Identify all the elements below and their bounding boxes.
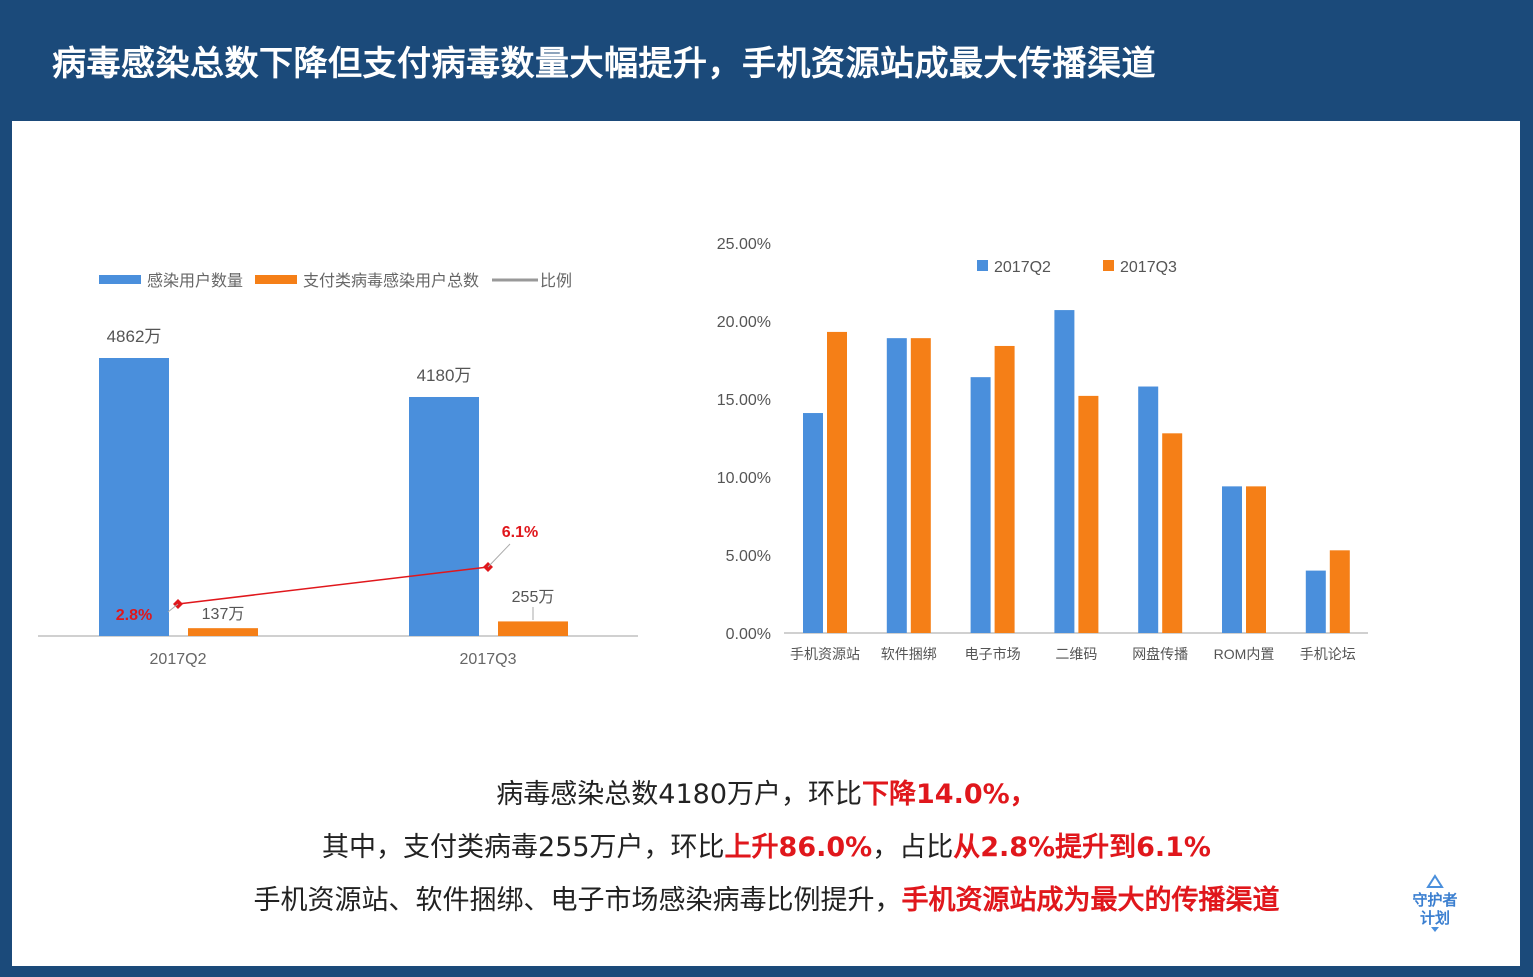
x-tick-label: 软件捆绑 bbox=[881, 646, 937, 662]
leader-line bbox=[167, 603, 179, 613]
x-tick-label: 网盘传播 bbox=[1132, 646, 1188, 662]
bar-2017q2 bbox=[1138, 386, 1159, 633]
summary-2c: ，占比 bbox=[872, 832, 954, 863]
bar-payment-virus-users bbox=[498, 621, 568, 636]
x-tick-label: 2017Q2 bbox=[150, 651, 207, 668]
summary-2a: 其中，支付类病毒255万户，环比 bbox=[322, 832, 725, 863]
ratio-label: 6.1% bbox=[502, 524, 538, 541]
y-tick-label: 25.00% bbox=[717, 236, 771, 253]
leader-line bbox=[487, 543, 511, 568]
slide-title: 病毒感染总数下降但支付病毒数量大幅提升，手机资源站成最大传播渠道 bbox=[52, 44, 1156, 84]
bar-2017q2 bbox=[1222, 486, 1242, 633]
bar-2017q3 bbox=[1078, 395, 1099, 633]
bar-infected-users bbox=[409, 396, 479, 636]
summary-1b: 下降14.0%， bbox=[862, 779, 1037, 810]
data-label: 255万 bbox=[512, 589, 555, 606]
x-tick-label: 2017Q3 bbox=[460, 651, 517, 668]
legend-label: 2017Q2 bbox=[994, 259, 1051, 276]
legend-label: 支付类病毒感染用户总数 bbox=[303, 272, 479, 290]
bar-payment-virus-users bbox=[188, 628, 258, 636]
summary-1a: 病毒感染总数4180万户，环比 bbox=[496, 779, 863, 810]
y-tick-label: 0.00% bbox=[726, 626, 771, 643]
y-tick-label: 5.00% bbox=[726, 548, 771, 565]
data-label: 4862万 bbox=[107, 327, 162, 346]
y-tick-label: 15.00% bbox=[717, 392, 771, 409]
bar-2017q2 bbox=[1054, 310, 1075, 633]
summary-line-1: 病毒感染总数4180万户，环比下降14.0%， bbox=[0, 772, 1533, 811]
x-tick-label: 电子市场 bbox=[965, 646, 1021, 662]
data-label: 4180万 bbox=[417, 366, 472, 385]
legend-swatch bbox=[1103, 260, 1114, 271]
bar-2017q3 bbox=[910, 338, 931, 633]
svg-text:计划: 计划 bbox=[1420, 909, 1450, 927]
svg-text:守护者: 守护者 bbox=[1412, 891, 1457, 909]
legend-swatch bbox=[255, 275, 297, 284]
bar-2017q3 bbox=[994, 345, 1015, 633]
data-label: 137万 bbox=[202, 606, 245, 623]
bar-2017q2 bbox=[970, 377, 991, 633]
legend-swatch bbox=[977, 260, 988, 271]
summary-line-2: 其中，支付类病毒255万户，环比上升86.0%，占比从2.8%提升到6.1% bbox=[0, 825, 1533, 864]
summary-3a: 手机资源站、软件捆绑、电子市场感染病毒比例提升， bbox=[253, 885, 902, 916]
bar-2017q2 bbox=[1305, 570, 1326, 633]
legend-label: 感染用户数量 bbox=[147, 272, 243, 290]
summary-line-3: 手机资源站、软件捆绑、电子市场感染病毒比例提升，手机资源站成为最大的传播渠道 bbox=[0, 878, 1533, 917]
legend-label: 2017Q3 bbox=[1120, 259, 1177, 276]
summary-3b: 手机资源站成为最大的传播渠道 bbox=[901, 885, 1280, 916]
y-tick-label: 10.00% bbox=[717, 470, 771, 487]
bar-2017q2 bbox=[886, 338, 907, 633]
content-panel bbox=[12, 121, 1520, 966]
bar-2017q2 bbox=[803, 413, 823, 633]
guardian-plan-logo: 守护者 计划 bbox=[1412, 874, 1458, 932]
ratio-line bbox=[177, 566, 489, 605]
summary-2b: 上升86.0% bbox=[724, 832, 873, 863]
legend-label: 比例 bbox=[540, 272, 572, 290]
legend-swatch bbox=[99, 275, 141, 284]
bar-2017q3 bbox=[1162, 433, 1183, 633]
ratio-label: 2.8% bbox=[116, 607, 152, 624]
bar-2017q3 bbox=[1246, 486, 1266, 633]
bar-2017q3 bbox=[1329, 550, 1350, 633]
x-tick-label: 手机论坛 bbox=[1300, 646, 1356, 662]
x-tick-label: 二维码 bbox=[1055, 646, 1097, 662]
x-tick-label: ROM内置 bbox=[1214, 646, 1275, 662]
summary-2d: 从2.8%提升到6.1% bbox=[953, 832, 1211, 863]
bar-infected-users bbox=[99, 358, 169, 636]
bar-2017q3 bbox=[827, 331, 847, 633]
y-tick-label: 20.00% bbox=[717, 314, 771, 331]
x-tick-label: 手机资源站 bbox=[790, 646, 860, 662]
